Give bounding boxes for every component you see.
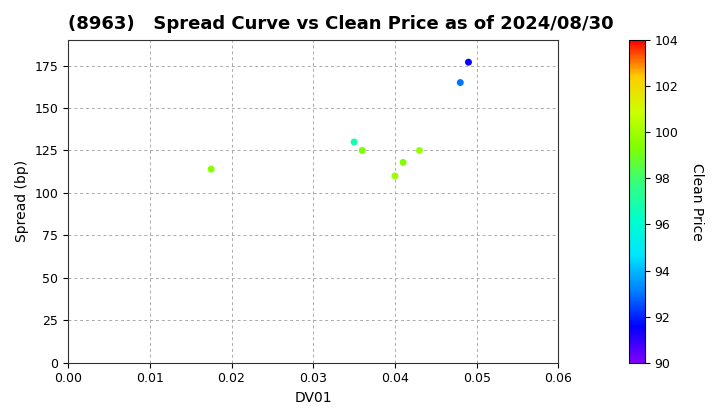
Point (348, 139, 360, 145)
Y-axis label: Spread (bp): Spread (bp) (15, 160, 29, 242)
Point (414, 147, 426, 154)
Point (356, 147, 368, 154)
Point (454, 79, 466, 86)
Y-axis label: Clean Price: Clean Price (690, 163, 703, 240)
Point (463, 59, 474, 66)
Point (205, 166, 217, 173)
Text: (8963)   Spread Curve vs Clean Price as of 2024/08/30: (8963) Spread Curve vs Clean Price as of… (68, 15, 613, 33)
Point (390, 173, 401, 179)
X-axis label: DV01: DV01 (294, 391, 332, 405)
Point (397, 159, 409, 166)
